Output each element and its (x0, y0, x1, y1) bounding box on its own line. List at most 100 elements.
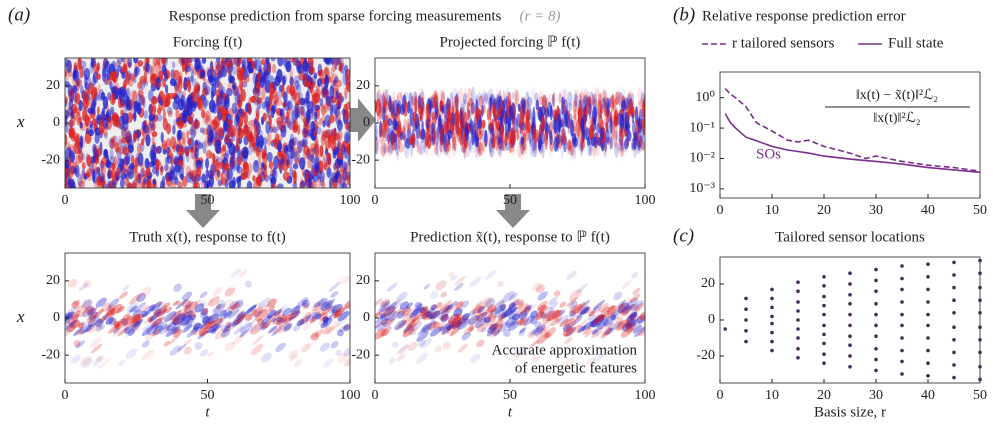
heatmap-cell (103, 127, 108, 137)
sensor-point (770, 349, 774, 353)
heatmap-cell (205, 158, 209, 169)
heatmap-cell (324, 67, 328, 76)
heatmap-cell (229, 125, 235, 137)
heatmap-cell (125, 72, 130, 85)
heatmap-cell (158, 92, 165, 101)
sensor-point (952, 311, 956, 315)
heatmap-cell (214, 121, 219, 135)
heatmap-cell (416, 145, 421, 155)
x-tick-label: 100 (340, 193, 361, 208)
heatmap-cell (211, 83, 216, 96)
sensor-point (874, 302, 878, 306)
heatmap-cell (456, 343, 469, 355)
heatmap-cell (280, 124, 286, 137)
heatmap-cell (183, 338, 192, 347)
heatmap-cell (434, 278, 449, 292)
heatmap-cell (236, 113, 240, 123)
heatmap-cell (151, 96, 158, 104)
x-tick-label: 40 (921, 388, 935, 403)
heatmap-cell (393, 100, 398, 118)
x-axis-label: Basis size, r (814, 404, 886, 420)
x-tick-label: 20 (817, 388, 831, 403)
heatmap-cell (467, 131, 470, 147)
heatmap-cell (212, 103, 218, 114)
heatmap-cell (118, 290, 129, 300)
heatmap-cell (254, 128, 257, 139)
heatmap-cell (144, 110, 148, 119)
heatmap-cell (306, 115, 310, 123)
sensor-point (900, 313, 904, 317)
heatmap-cell (415, 351, 431, 365)
heatmap-cell (173, 70, 180, 80)
heatmap-cell (605, 129, 610, 143)
heatmap-cell (531, 116, 534, 131)
heatmap-cell (222, 178, 227, 186)
heatmap-cell (541, 115, 545, 129)
heatmap-cell (96, 73, 101, 79)
heatmap-cell (172, 61, 175, 68)
heatmap-cell (160, 180, 164, 191)
x-tick-label: 0 (717, 388, 724, 403)
heatmap-cell (468, 275, 483, 289)
y-tick-label: 0 (363, 115, 370, 130)
heatmap-cell (224, 153, 229, 161)
heatmap-cell (467, 112, 470, 121)
x-tick-label: 30 (869, 388, 883, 403)
y-tick-label: 10⁻² (689, 151, 715, 166)
y-tick-label: 10⁰ (695, 90, 715, 105)
heatmap-cell (294, 106, 299, 113)
sensor-point (900, 288, 904, 292)
heatmap-cell (121, 283, 131, 292)
x-tick-label: 20 (817, 203, 831, 218)
sensor-point (796, 327, 800, 331)
heatmap-cell (616, 145, 620, 153)
heatmap-cell (204, 85, 210, 95)
heatmap-cell (324, 75, 328, 88)
heatmap-cell (237, 69, 241, 79)
heatmap-cell (163, 118, 168, 130)
heatmap-cell (478, 87, 481, 105)
y-tick-label: -20 (351, 347, 370, 362)
heatmap-cell (522, 99, 526, 115)
heatmap-cell (423, 283, 431, 291)
heatmap-cell (310, 154, 314, 163)
heatmap-cell (321, 130, 326, 141)
heatmap-cell (165, 84, 168, 93)
heatmap-cell (218, 161, 224, 169)
y-tick-label: 20 (46, 273, 60, 288)
heatmap-cell (217, 106, 223, 114)
x-tick-label: 0 (62, 193, 69, 208)
heatmap-cell (612, 290, 624, 302)
heatmap-cell (563, 89, 568, 103)
sensor-point (874, 313, 878, 317)
heatmap-cell (412, 102, 417, 112)
heatmap-cell (109, 149, 113, 160)
heatmap-cell (218, 180, 222, 186)
heatmap-cell (247, 181, 253, 192)
heatmap-cell (467, 88, 472, 106)
heatmap-cell (624, 98, 629, 110)
heatmap-cell (328, 134, 331, 143)
heatmap-cell (300, 181, 306, 187)
heatmap-cell (249, 136, 253, 148)
heatmap-cell (577, 127, 580, 141)
heatmap-cell (272, 168, 276, 178)
heatmap-cell (302, 128, 308, 134)
x-axis-label: t (205, 404, 210, 420)
heatmap-cell (144, 170, 149, 177)
heatmap-cell (111, 167, 116, 181)
heatmap-cell (413, 148, 417, 158)
sensor-point (978, 325, 982, 329)
sensor-point (952, 363, 956, 367)
x-tick-label: 50 (973, 203, 987, 218)
heatmap-cell (594, 105, 598, 117)
heatmap-cell (494, 135, 499, 150)
sensor-point (874, 268, 878, 272)
heatmap-cell (496, 279, 505, 288)
heatmap-cell (613, 99, 617, 113)
heatmap-cell (156, 82, 161, 88)
heatmap-cell (248, 62, 252, 68)
heatmap-cell (253, 180, 257, 191)
heatmap-cell (421, 145, 424, 159)
